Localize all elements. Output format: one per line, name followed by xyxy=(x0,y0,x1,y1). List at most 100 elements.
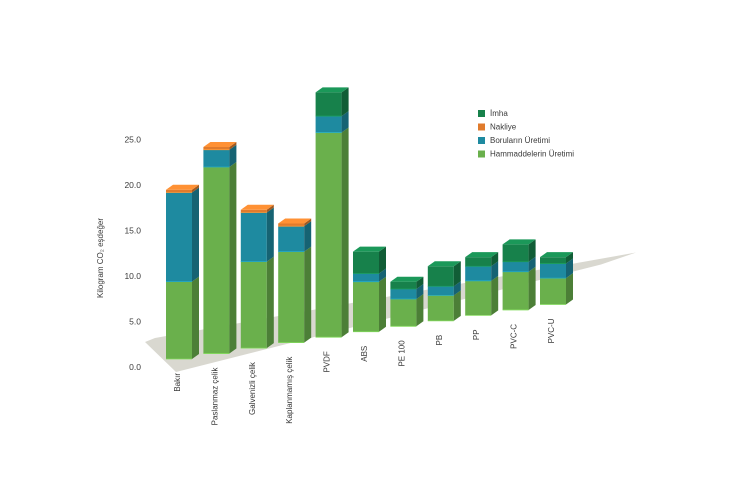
bar-top xyxy=(203,141,237,147)
legend-label: Boruların Üretimi xyxy=(490,136,550,145)
bar-stack xyxy=(353,246,386,333)
bar-segment xyxy=(540,263,566,279)
bar-stack xyxy=(240,204,274,349)
bar-segment-side xyxy=(491,252,499,267)
bar-stack xyxy=(166,184,199,360)
y-tick-label: 15.0 xyxy=(124,226,141,236)
bar-segment-side xyxy=(266,207,274,262)
bar-segment xyxy=(502,271,529,310)
bar-segment xyxy=(353,273,379,282)
bar-segment xyxy=(390,281,417,289)
legend-swatch xyxy=(478,150,485,158)
y-tick-label: 5.0 xyxy=(129,317,141,327)
bar-segment xyxy=(427,286,454,296)
y-axis-label: Kilogram CO₂ eşdeğer xyxy=(96,218,105,298)
legend: İmha Nakliye Boruların Üretimi Hammaddeleri… xyxy=(478,109,574,159)
bar-top xyxy=(166,184,199,190)
bar-segment-side xyxy=(304,246,312,343)
bar-segment-side xyxy=(528,256,536,272)
bar-segment xyxy=(203,149,230,167)
y-tick-label: 10.0 xyxy=(124,271,141,281)
bar-segment xyxy=(166,192,192,282)
bar-segment-side xyxy=(566,273,573,305)
legend-label: Nakliye xyxy=(490,123,517,132)
y-tick-label: 20.0 xyxy=(124,180,141,190)
bar-segment xyxy=(427,266,454,287)
category-label: PP xyxy=(472,329,481,340)
bar-segment xyxy=(166,281,192,359)
category-label: Kaplanmamış çelik xyxy=(285,356,294,424)
bar-stack xyxy=(540,252,573,305)
bar-segment xyxy=(240,212,267,262)
legend-label: İmha xyxy=(490,109,508,118)
x-axis-labels: Bakır Paslanmaz çelik Galvenizli çelik Kapl… xyxy=(173,318,556,425)
bar-top xyxy=(240,204,274,210)
bar-stack xyxy=(465,252,499,316)
bar-segment-side xyxy=(229,141,237,150)
category-label: PVC-C xyxy=(510,324,519,349)
bar-stack xyxy=(315,87,349,338)
bar-segment-side xyxy=(266,256,274,349)
bar-segment-side xyxy=(528,266,536,310)
bar-stack xyxy=(502,239,536,311)
bar-segment xyxy=(278,223,305,227)
bar-segment-side xyxy=(379,246,386,274)
bar-segment xyxy=(315,116,342,133)
bar-segment-side xyxy=(229,162,237,354)
bar-segment xyxy=(315,92,342,117)
bar-top xyxy=(502,239,536,245)
bar-segment-side xyxy=(528,239,536,262)
bar-segment-side xyxy=(304,221,312,252)
bar-segment-side xyxy=(566,258,573,279)
bar-segment xyxy=(166,189,192,193)
bar-segment-side xyxy=(341,111,349,133)
bar-stack xyxy=(427,261,461,322)
bar-stack xyxy=(278,218,312,344)
bar-segment-side xyxy=(453,281,461,296)
legend-swatch xyxy=(478,110,485,117)
bar-segment-side xyxy=(416,276,424,289)
bar-segment xyxy=(240,209,267,213)
category-label: PB xyxy=(435,335,444,346)
bar-segment-side xyxy=(341,87,349,117)
bar-top xyxy=(278,218,312,224)
bar-segment-side xyxy=(416,294,424,327)
bar-segment-side xyxy=(379,268,386,282)
category-label: ABS xyxy=(360,346,369,362)
bar-segment xyxy=(502,261,529,272)
bar-segment-side xyxy=(453,290,461,321)
category-label: PVC-U xyxy=(547,318,556,343)
bar-segment xyxy=(353,281,379,332)
bar-segment xyxy=(540,278,566,305)
bar-segment xyxy=(390,288,417,299)
bar-segment-side xyxy=(566,252,573,264)
y-axis: 0.0 5.0 10.0 15.0 20.0 25.0 xyxy=(124,135,141,373)
bar-segment-side xyxy=(341,127,349,338)
bar-stack xyxy=(390,276,424,327)
legend-swatch xyxy=(478,137,485,144)
bar-top xyxy=(540,252,573,258)
bar-top xyxy=(353,246,386,252)
bar-segment xyxy=(465,280,492,316)
bar-segment xyxy=(502,244,529,262)
y-tick-label: 25.0 xyxy=(124,135,141,145)
bar-top xyxy=(465,252,499,258)
bar-segment-side xyxy=(192,187,199,282)
bar-stack xyxy=(203,141,237,354)
bar-segment-side xyxy=(266,204,274,213)
bar-segment xyxy=(465,257,492,267)
y-tick-label: 0.0 xyxy=(129,362,141,372)
bar-segment xyxy=(240,261,267,349)
bar-segment xyxy=(203,146,230,150)
category-label: PVDF xyxy=(323,351,332,372)
bar-top xyxy=(427,261,461,267)
bar-segment-side xyxy=(491,275,499,316)
category-label: Bakır xyxy=(173,373,182,392)
bar-segment xyxy=(427,295,454,321)
bar-segment-side xyxy=(304,218,312,227)
legend-label: Hammaddelerin Üretimi xyxy=(490,150,574,159)
bar-segment xyxy=(278,251,305,343)
bar-top xyxy=(315,87,349,93)
bar-segment xyxy=(315,132,342,338)
bar-segment-side xyxy=(453,261,461,287)
